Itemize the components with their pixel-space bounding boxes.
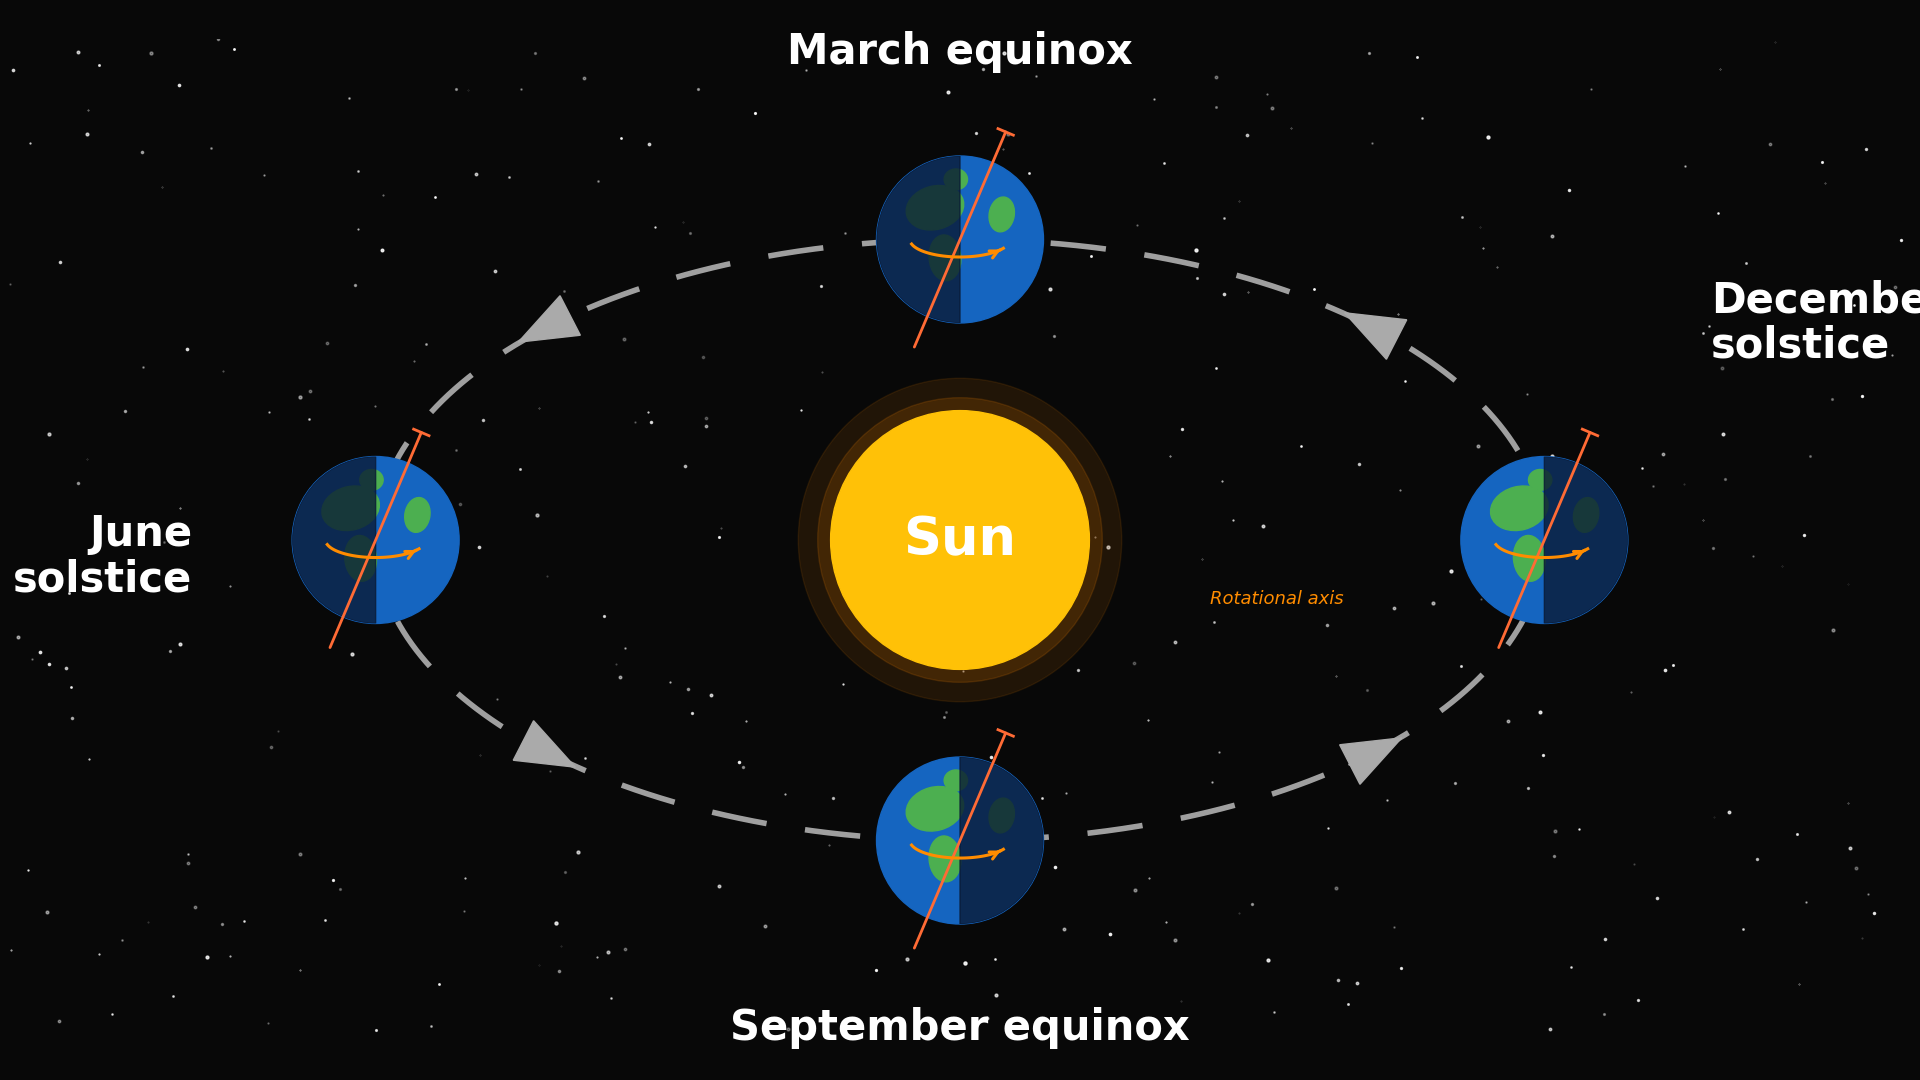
Polygon shape: [513, 720, 576, 767]
Circle shape: [1461, 457, 1628, 623]
Ellipse shape: [906, 186, 964, 230]
Ellipse shape: [906, 786, 964, 832]
Ellipse shape: [323, 486, 380, 530]
Ellipse shape: [945, 770, 968, 791]
Text: December
solstice: December solstice: [1711, 280, 1920, 366]
Ellipse shape: [929, 836, 960, 881]
Ellipse shape: [1528, 470, 1551, 490]
Polygon shape: [1340, 738, 1402, 784]
Ellipse shape: [989, 197, 1014, 232]
Text: Sun: Sun: [904, 514, 1016, 566]
Ellipse shape: [945, 168, 968, 190]
Circle shape: [831, 410, 1089, 670]
Ellipse shape: [989, 798, 1014, 833]
Text: March equinox: March equinox: [787, 30, 1133, 72]
Ellipse shape: [929, 235, 960, 281]
Polygon shape: [518, 296, 580, 342]
Circle shape: [292, 457, 459, 623]
Circle shape: [799, 378, 1121, 702]
Circle shape: [877, 156, 1043, 323]
Ellipse shape: [359, 470, 384, 490]
Circle shape: [818, 397, 1102, 683]
Text: September equinox: September equinox: [730, 1008, 1190, 1050]
Wedge shape: [877, 156, 960, 323]
Ellipse shape: [1513, 536, 1546, 581]
Ellipse shape: [1490, 486, 1548, 530]
Wedge shape: [292, 457, 376, 623]
Ellipse shape: [405, 498, 430, 532]
Circle shape: [877, 757, 1043, 924]
Text: Rotational axis: Rotational axis: [1210, 590, 1344, 608]
Wedge shape: [1544, 457, 1628, 623]
Polygon shape: [1344, 313, 1407, 360]
Wedge shape: [960, 757, 1043, 924]
Ellipse shape: [346, 536, 376, 581]
Text: June
solstice: June solstice: [13, 513, 192, 600]
Ellipse shape: [1572, 498, 1599, 532]
